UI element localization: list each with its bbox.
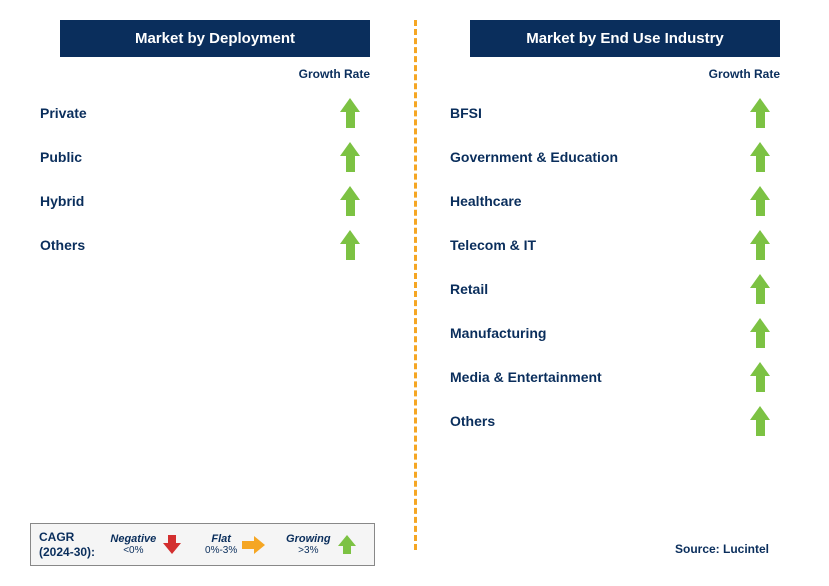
source-label: Source: Lucintel [675,542,769,556]
list-item: Others [30,223,400,267]
row-label: Hybrid [40,193,84,209]
legend-item-range: >3% [298,545,318,556]
list-item: Government & Education [440,135,810,179]
arrow-up-icon [750,184,770,218]
vertical-divider [414,20,417,550]
panel-deployment-title: Market by Deployment [60,20,370,57]
row-label: Healthcare [450,193,522,209]
legend-item-label: Flat [211,533,231,545]
list-item: Telecom & IT [440,223,810,267]
list-item: BFSI [440,91,810,135]
list-item: Media & Entertainment [440,355,810,399]
row-label: Public [40,149,82,165]
row-label: Retail [450,281,488,297]
legend-item: Negative<0% [110,533,184,556]
arrow-up-icon [750,316,770,350]
row-label: Government & Education [450,149,618,165]
legend-item: Growing>3% [286,533,359,556]
growth-rate-label-right: Growth Rate [440,67,810,81]
list-item: Healthcare [440,179,810,223]
list-item: Others [440,399,810,443]
list-item: Retail [440,267,810,311]
arrow-up-icon [750,140,770,174]
legend-item-label: Growing [286,533,331,545]
list-item: Hybrid [30,179,400,223]
row-label: Others [40,237,85,253]
legend: CAGR (2024-30): Negative<0% Flat0%-3% Grow… [30,523,375,566]
arrow-up-icon [750,272,770,306]
row-label: Media & Entertainment [450,369,602,385]
legend-cagr-line2: (2024-30): [39,545,95,559]
arrow-up-icon [340,140,360,174]
legend-cagr-line1: CAGR [39,530,74,544]
arrow-up-icon [750,96,770,130]
arrow-up-icon [340,184,360,218]
row-label: BFSI [450,105,482,121]
list-item: Public [30,135,400,179]
arrow-right-icon [242,536,265,554]
arrow-up-icon [338,535,356,554]
list-item: Private [30,91,400,135]
deployment-rows: Private Public Hybrid Others [30,91,400,267]
arrow-up-icon [750,404,770,438]
arrow-up-icon [750,228,770,262]
panel-enduse: Market by End Use Industry Growth Rate B… [440,20,810,443]
row-label: Manufacturing [450,325,546,341]
legend-items: Negative<0% Flat0%-3% Growing>3% [103,533,366,556]
panel-deployment: Market by Deployment Growth Rate Private… [30,20,400,267]
legend-item: Flat0%-3% [205,533,265,556]
list-item: Manufacturing [440,311,810,355]
row-label: Telecom & IT [450,237,536,253]
arrow-down-icon [163,535,181,554]
arrow-up-icon [750,360,770,394]
legend-item-label: Negative [110,533,156,545]
arrow-up-icon [340,96,360,130]
enduse-rows: BFSI Government & Education Healthcare Tele… [440,91,810,443]
legend-item-range: <0% [123,545,143,556]
arrow-up-icon [340,228,360,262]
panel-enduse-title: Market by End Use Industry [470,20,780,57]
row-label: Private [40,105,87,121]
row-label: Others [450,413,495,429]
legend-item-range: 0%-3% [205,545,237,556]
legend-cagr: CAGR (2024-30): [39,530,95,559]
growth-rate-label-left: Growth Rate [30,67,400,81]
